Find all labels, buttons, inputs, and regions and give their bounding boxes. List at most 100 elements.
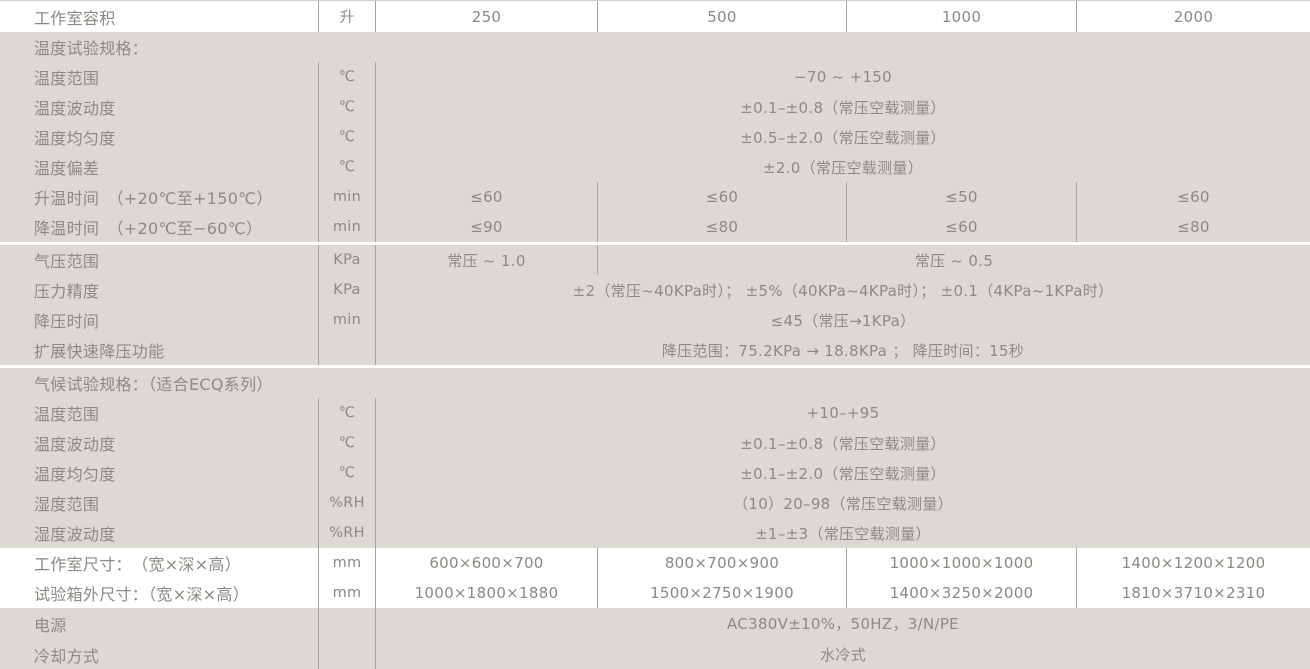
row-label: 温度偏差 (34, 159, 100, 178)
unit-cell: ℃ (318, 398, 376, 428)
row-label: 升温时间 （+20℃至+150℃） (34, 189, 273, 208)
table-row: 压力精度 KPa ±2（常压~40KPa时）； ±5%（40KPa~4KPa时）； … (0, 275, 1310, 305)
unit-cell: ℃ (318, 458, 376, 488)
unit-cell: %RH (318, 488, 376, 518)
unit-cell: min (318, 182, 376, 212)
table-row: 降温时间 （+20℃至−60℃） min ≤90 ≤80 ≤60 ≤80 (0, 212, 1310, 242)
value-cell: ≤60 (1076, 182, 1310, 212)
value-cell: 600×600×700 (429, 554, 544, 572)
value-cell: ±0.1–±0.8（常压空载测量） (740, 434, 946, 453)
value-cell: （10）20–98（常压空载测量） (733, 494, 953, 513)
row-label: 工作室尺寸： （宽×深×高） (34, 555, 242, 574)
row-label: 降压时间 (34, 312, 100, 331)
table-row: 气压范围 KPa 常压 ~ 1.0 常压 ~ 0.5 (0, 245, 1310, 275)
row-label: 扩展快速降压功能 (34, 342, 165, 361)
unit-cell: ℃ (318, 122, 376, 152)
table-row: 电源 AC380V±10%，50HZ，3/N/PE (0, 608, 1310, 639)
unit-cell: KPa (318, 245, 376, 275)
table-row: 温度均匀度 ℃ ±0.5–±2.0（常压空载测量） (0, 122, 1310, 152)
row-label: 湿度波动度 (34, 525, 116, 544)
value-cell: ≤60 (597, 182, 846, 212)
row-label: 温度均匀度 (34, 465, 116, 484)
unit-cell: KPa (318, 275, 376, 305)
value-cell: 1000×1800×1880 (414, 584, 559, 602)
section-title: 气候试验规格：（适合ECQ系列） (34, 375, 273, 394)
value-cell: ≤90 (470, 218, 503, 236)
table-row: 工作室容积 升 250 500 1000 2000 (0, 1, 1310, 32)
unit-cell: 升 (318, 1, 376, 32)
value-cell: 1000×1000×1000 (846, 548, 1076, 578)
table-row: 温度范围 ℃ +10–+95 (0, 398, 1310, 428)
section-gap (0, 242, 1310, 245)
table-row: 冷却方式 水冷式 (0, 639, 1310, 669)
value-cell: AC380V±10%，50HZ，3/N/PE (727, 615, 959, 633)
unit-cell: ℃ (318, 152, 376, 182)
value-cell: ≤60 (846, 212, 1076, 242)
row-label: 工作室容积 (34, 8, 116, 28)
value-cell: 500 (597, 1, 846, 32)
value-cell: ±2（常压~40KPa时）； ±5%（40KPa~4KPa时）； ±0.1（4K… (572, 281, 1114, 300)
row-label: 湿度范围 (34, 495, 100, 514)
row-label: 气压范围 (34, 252, 100, 271)
table-row: 温度范围 ℃ −70 ~ +150 (0, 62, 1310, 92)
value-cell: ≤45（常压→1KPa） (770, 311, 916, 330)
value-cell: 250 (471, 7, 502, 26)
value-cell: ±0.5–±2.0（常压空载测量） (740, 128, 946, 147)
table-row: 温度波动度 ℃ ±0.1–±0.8（常压空载测量） (0, 428, 1310, 458)
table-row: 降压时间 min ≤45（常压→1KPa） (0, 305, 1310, 335)
unit-cell: mm (318, 578, 376, 608)
unit-cell: min (318, 305, 376, 335)
table-row: 试验箱外尺寸：（宽×深×高） mm 1000×1800×1880 1500×2750×… (0, 578, 1310, 608)
unit-cell: %RH (318, 518, 376, 548)
table-row: 湿度范围 %RH （10）20–98（常压空载测量） (0, 488, 1310, 518)
value-cell: 1500×2750×1900 (597, 578, 846, 608)
table-row: 温度波动度 ℃ ±0.1–±0.8（常压空载测量） (0, 92, 1310, 122)
section-header-row: 气候试验规格：（适合ECQ系列） (0, 368, 1310, 398)
table-row: 升温时间 （+20℃至+150℃） min ≤60 ≤60 ≤50 ≤60 (0, 182, 1310, 212)
value-cell: ≤80 (1076, 212, 1310, 242)
value-cell: 1000 (846, 1, 1076, 32)
unit-cell (318, 335, 376, 365)
value-cell: ≤60 (470, 188, 503, 206)
table-row: 温度均匀度 ℃ ±0.1–±2.0（常压空载测量） (0, 458, 1310, 488)
row-label: 电源 (34, 615, 67, 635)
unit-cell: ℃ (318, 92, 376, 122)
table-row: 扩展快速降压功能 降压范围：75.2KPa → 18.8KPa ； 降压时间：15… (0, 335, 1310, 365)
row-label: 冷却方式 (34, 646, 100, 666)
table-row: 工作室尺寸： （宽×深×高） mm 600×600×700 800×700×900 10… (0, 548, 1310, 578)
value-cell: 水冷式 (820, 646, 866, 664)
unit-cell: min (318, 212, 376, 242)
value-cell: ±0.1–±2.0（常压空载测量） (740, 464, 946, 483)
table-row: 温度偏差 ℃ ±2.0（常压空载测量） (0, 152, 1310, 182)
unit-cell: ℃ (318, 428, 376, 458)
section-gap (0, 365, 1310, 368)
value-cell: 1400×1200×1200 (1076, 548, 1310, 578)
value-cell: +10–+95 (806, 404, 880, 422)
value-cell: 常压 ~ 0.5 (597, 245, 1310, 275)
value-cell: 2000 (1076, 1, 1310, 32)
value-cell: ±0.1–±0.8（常压空载测量） (740, 98, 946, 117)
value-cell: ≤50 (846, 182, 1076, 212)
row-label: 降温时间 （+20℃至−60℃） (34, 219, 263, 238)
row-label: 试验箱外尺寸：（宽×深×高） (34, 585, 250, 604)
row-label: 温度均匀度 (34, 129, 116, 148)
unit-cell: mm (318, 548, 376, 578)
row-label: 温度范围 (34, 69, 100, 88)
row-label: 温度波动度 (34, 435, 116, 454)
value-cell: ±2.0（常压空载测量） (762, 158, 924, 177)
value-cell: ≤80 (597, 212, 846, 242)
row-label: 温度波动度 (34, 99, 116, 118)
value-cell: ±1–±3（常压空载测量） (755, 524, 931, 543)
section-header-row: 温度试验规格： (0, 32, 1310, 62)
value-cell: 降压范围：75.2KPa → 18.8KPa ； 降压时间：15秒 (661, 341, 1025, 360)
row-label: 温度范围 (34, 405, 100, 424)
row-label: 压力精度 (34, 282, 100, 301)
value-cell: 800×700×900 (597, 548, 846, 578)
unit-cell (318, 608, 376, 639)
value-cell: −70 ~ +150 (794, 68, 892, 86)
value-cell: 1400×3250×2000 (846, 578, 1076, 608)
section-title: 温度试验规格： (34, 39, 149, 58)
value-cell: 常压 ~ 1.0 (447, 251, 526, 270)
unit-cell: ℃ (318, 62, 376, 92)
